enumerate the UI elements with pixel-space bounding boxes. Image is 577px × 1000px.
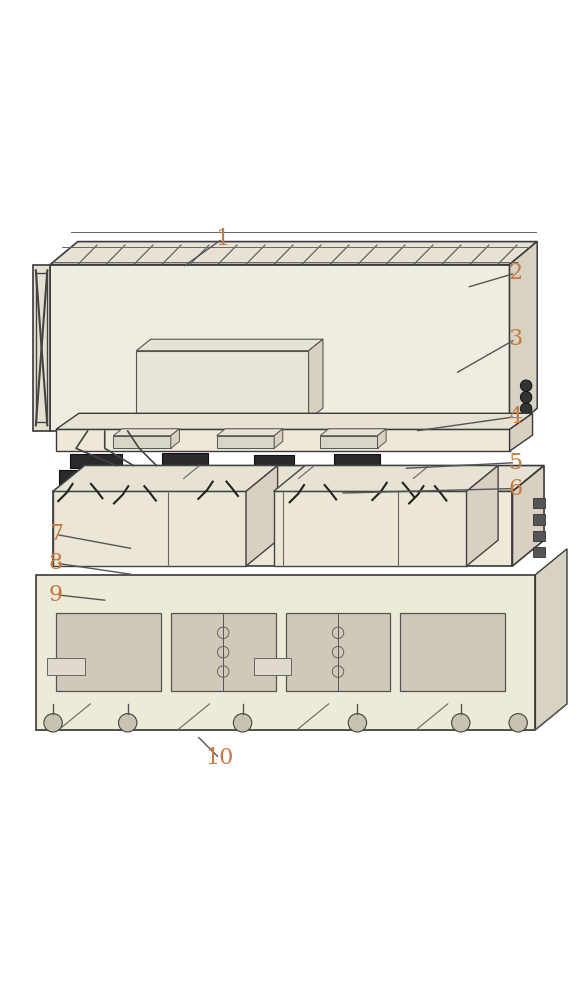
Bar [171,613,276,691]
Circle shape [520,403,532,414]
Circle shape [509,714,527,732]
Polygon shape [203,470,237,482]
Polygon shape [162,453,208,466]
Text: 1: 1 [215,228,230,250]
Polygon shape [415,476,444,486]
Circle shape [44,714,62,732]
Polygon shape [535,549,567,730]
Polygon shape [59,470,105,484]
Polygon shape [509,413,533,451]
Text: 8: 8 [49,552,63,574]
Polygon shape [56,429,509,451]
Polygon shape [320,429,386,436]
Polygon shape [273,466,498,491]
Polygon shape [56,413,533,429]
Circle shape [332,646,344,658]
Bar [56,613,161,691]
Polygon shape [309,339,323,420]
Circle shape [348,714,366,732]
Bar [533,498,545,508]
Polygon shape [273,491,467,566]
Text: 6: 6 [508,478,522,500]
Bar [400,613,505,691]
Bar [533,531,545,541]
Polygon shape [33,265,50,431]
Circle shape [218,666,229,677]
Text: 9: 9 [49,584,63,606]
Circle shape [520,391,532,403]
Circle shape [520,380,532,391]
Polygon shape [36,704,567,730]
Polygon shape [171,429,179,448]
Polygon shape [509,242,537,431]
Bar [533,514,545,525]
Polygon shape [320,436,377,448]
Bar [533,547,545,557]
Polygon shape [512,466,544,566]
Polygon shape [377,429,386,448]
Polygon shape [274,429,283,448]
Polygon shape [53,491,246,566]
Polygon shape [53,491,512,566]
Bar [286,613,391,691]
Polygon shape [288,471,340,485]
Bar [47,658,85,675]
Text: 4: 4 [508,406,522,428]
Polygon shape [509,242,537,431]
Polygon shape [374,470,415,483]
Polygon shape [136,351,309,420]
Polygon shape [50,265,509,431]
Polygon shape [467,466,498,566]
Text: 3: 3 [508,328,522,350]
Text: 5: 5 [508,452,522,474]
Circle shape [452,714,470,732]
Polygon shape [53,466,278,491]
Polygon shape [113,436,171,448]
Circle shape [233,714,252,732]
Polygon shape [254,455,294,469]
Polygon shape [53,466,544,491]
Circle shape [118,714,137,732]
Polygon shape [50,242,537,265]
Polygon shape [113,429,179,436]
Text: 7: 7 [49,523,63,545]
Polygon shape [217,436,274,448]
Text: 2: 2 [508,262,522,284]
Circle shape [218,646,229,658]
Circle shape [218,627,229,639]
Bar [254,658,291,675]
Text: 10: 10 [205,747,234,769]
Polygon shape [335,454,380,467]
Polygon shape [136,339,323,351]
Polygon shape [246,466,278,566]
Polygon shape [217,429,283,436]
Polygon shape [70,454,122,468]
Polygon shape [36,575,535,730]
Polygon shape [116,474,156,486]
Circle shape [332,627,344,639]
Circle shape [332,666,344,677]
